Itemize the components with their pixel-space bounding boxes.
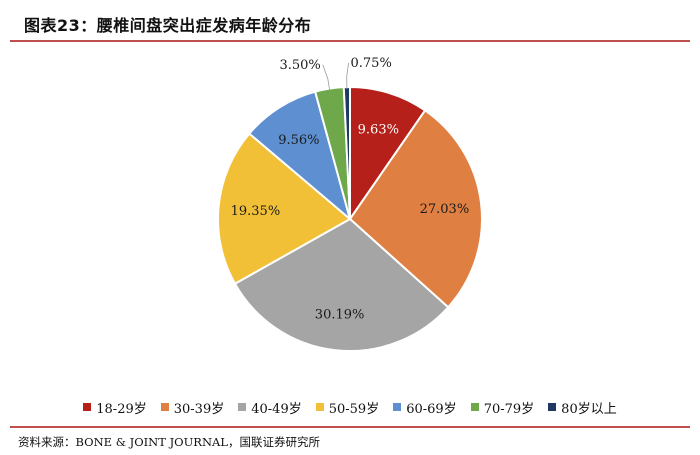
legend-swatch: [470, 403, 479, 411]
data-label: 3.50%: [279, 58, 320, 73]
legend-item: 18-29岁: [83, 398, 147, 417]
pie-slice-50-59岁: [217, 132, 352, 286]
legend-swatch: [548, 403, 557, 411]
legend-item: 70-79岁: [470, 398, 535, 417]
chart-legend: 18-29岁 30-39岁 40-49岁 50-59岁 60-69岁 70-79岁 80岁以…: [0, 396, 700, 418]
data-label: 0.75%: [351, 56, 392, 71]
title-bar: 图表23：腰椎间盘突出症发病年龄分布: [10, 6, 690, 42]
legend-item: 80岁以上: [548, 398, 617, 417]
data-label: 30.19%: [315, 308, 365, 323]
source-note: 资料来源：BONE & JOINT JOURNAL，国联证券研究所: [18, 435, 320, 449]
legend-label: 30-39岁: [173, 401, 225, 417]
legend-swatch: [238, 403, 247, 411]
data-label: 19.35%: [231, 204, 281, 219]
data-label: 27.03%: [420, 202, 470, 217]
page-title: 图表23：腰椎间盘突出症发病年龄分布: [24, 16, 312, 35]
pie-slice-30-39岁: [348, 109, 483, 309]
legend-label: 18-29岁: [96, 401, 147, 417]
pie-slice-18-29岁: [349, 85, 427, 223]
legend-label: 70-79岁: [483, 401, 535, 417]
leader-line: [322, 64, 331, 91]
legend-label: 60-69岁: [406, 401, 457, 417]
legend-item: 60-69岁: [393, 398, 457, 417]
legend-swatch: [315, 403, 324, 411]
legend-swatch: [393, 403, 402, 411]
data-label: 9.56%: [278, 133, 319, 148]
footer: 资料来源：BONE & JOINT JOURNAL，国联证券研究所: [10, 426, 690, 452]
legend-swatch: [83, 403, 92, 411]
data-label: 9.63%: [358, 122, 399, 137]
legend-label: 40-49岁: [251, 401, 302, 417]
pie-slice-40-49岁: [233, 217, 450, 352]
legend-swatch: [160, 403, 169, 411]
legend-label: 50-59岁: [328, 401, 380, 417]
pie-chart: 9.63% 27.03% 30.19% 19.35% 9.56% 3.50% 0.75%: [217, 56, 483, 352]
legend-item: 30-39岁: [160, 398, 225, 417]
legend-item: 50-59岁: [315, 398, 380, 417]
legend-label: 80岁以上: [561, 401, 617, 417]
pie-slice-60-69岁: [247, 90, 352, 222]
legend-item: 40-49岁: [238, 398, 302, 417]
leader-line: [346, 62, 349, 90]
